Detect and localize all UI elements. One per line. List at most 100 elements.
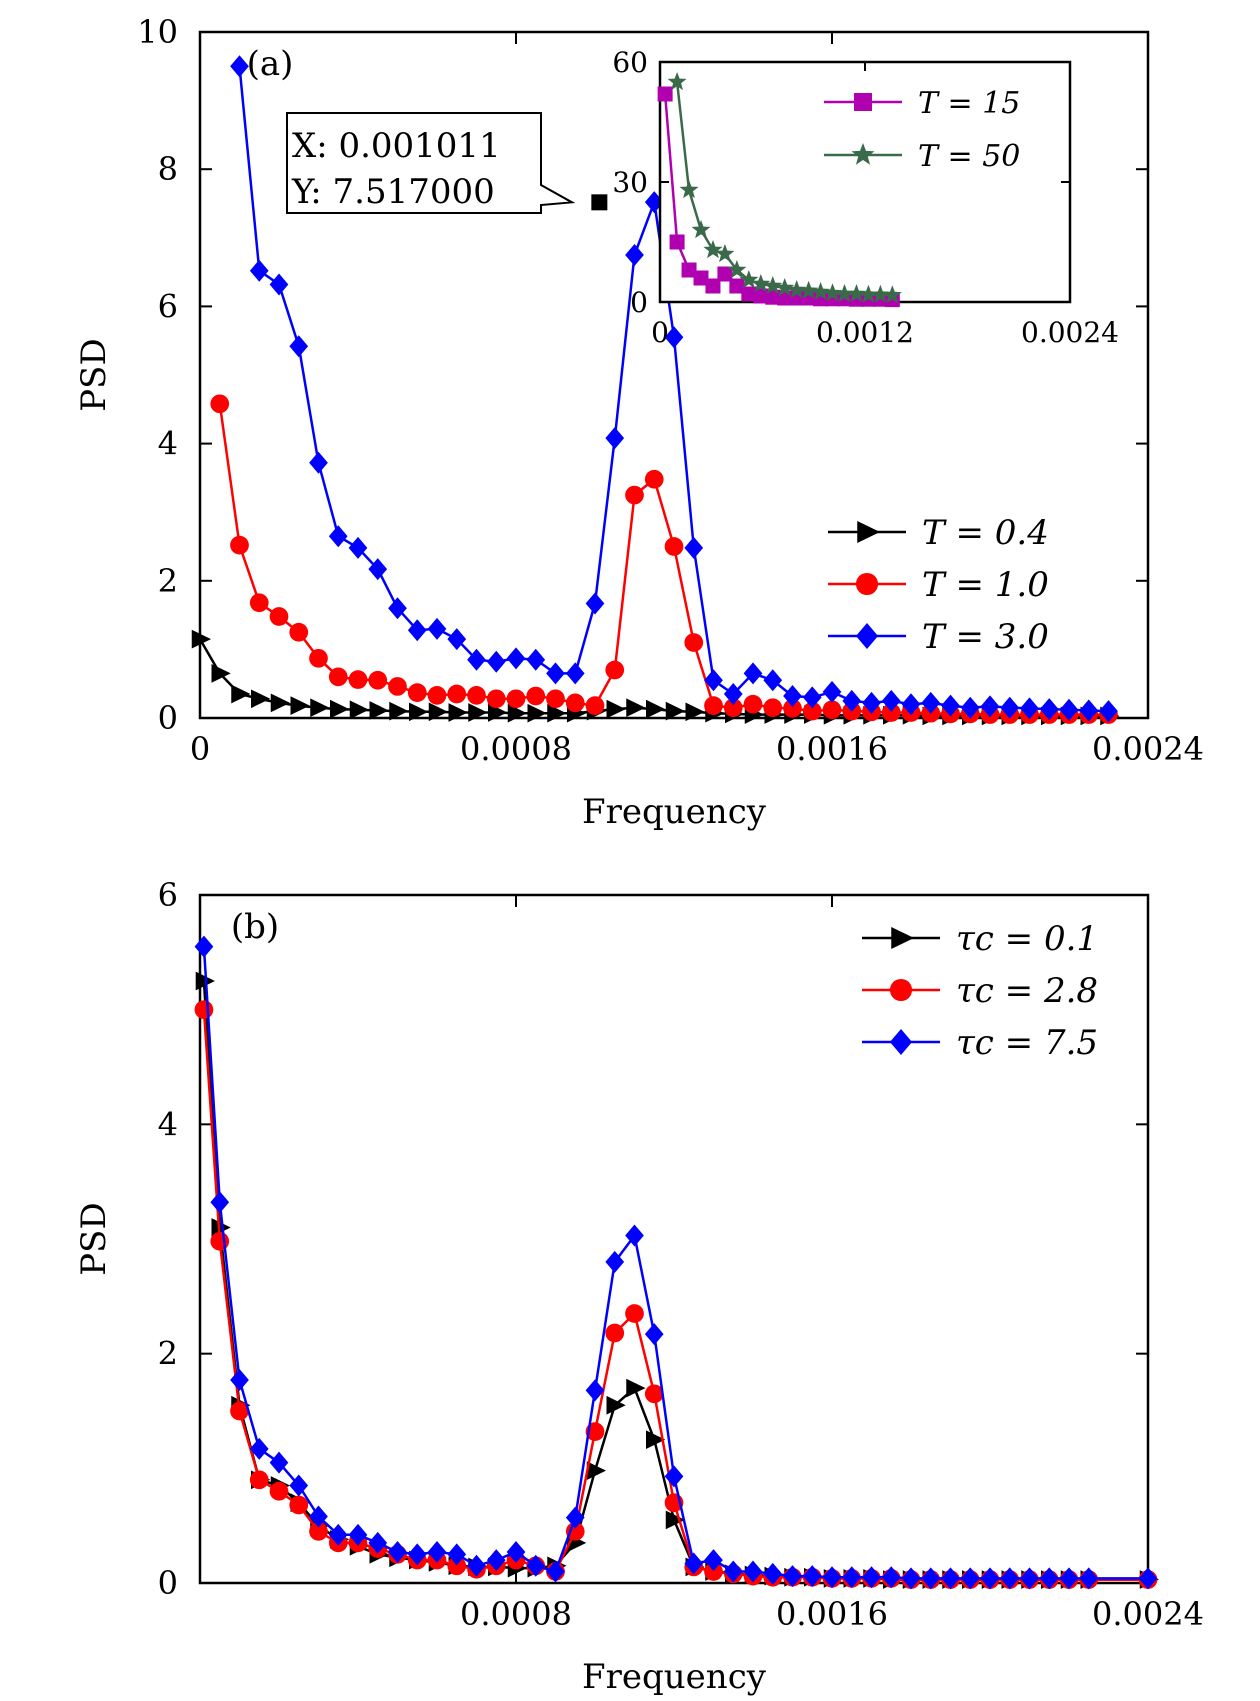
inset-data-point <box>846 284 866 303</box>
data-point <box>269 273 289 296</box>
data-point <box>269 607 289 626</box>
data-point <box>309 1505 328 1528</box>
data-point <box>447 1543 467 1566</box>
data-point <box>664 326 684 349</box>
data-point <box>743 662 763 685</box>
data-point <box>881 703 901 722</box>
data-point <box>783 699 802 718</box>
data-point <box>644 469 664 489</box>
data-point <box>546 689 565 709</box>
data-point <box>488 703 508 722</box>
x-tick-label: 0 <box>190 730 210 768</box>
inset-data-point <box>679 180 699 199</box>
panel-b: 0.0008 0.0016 0.0024 0 2 4 6 Frequency PSD (b) τc … <box>74 876 1204 1697</box>
data-point <box>685 702 705 722</box>
data-point <box>211 1218 231 1237</box>
inset-data-point <box>681 262 697 278</box>
data-point <box>388 1541 407 1564</box>
data-point <box>409 702 429 722</box>
x-tick-label: 0.0024 <box>1092 730 1204 768</box>
inset-data-point <box>753 288 769 304</box>
data-point <box>585 696 605 716</box>
inset-x-tick-label: 0.0012 <box>816 316 914 349</box>
inset-data-point <box>669 234 685 250</box>
data-point <box>388 597 407 620</box>
data-point <box>249 259 269 282</box>
data-point <box>289 1495 309 1515</box>
data-point <box>507 703 527 723</box>
data-point <box>822 700 842 720</box>
legend-label: T = 0.4 <box>922 513 1049 553</box>
plot-frame <box>198 893 1150 1585</box>
data-point <box>723 682 743 705</box>
inset-data-point <box>717 266 733 282</box>
data-point <box>743 694 763 714</box>
inset-data-point <box>667 72 687 91</box>
data-point <box>388 677 407 696</box>
x-tick-label: 0.0024 <box>1092 1595 1204 1633</box>
inset-y-tick-label: 60 <box>612 46 648 79</box>
inset-data-point <box>823 283 843 302</box>
data-point <box>1079 699 1099 722</box>
data-point <box>763 1562 783 1585</box>
inset-data-point <box>775 278 795 297</box>
data-point <box>665 1510 685 1530</box>
series-2 <box>194 935 1158 1590</box>
data-point <box>606 699 626 719</box>
data-point <box>822 1566 842 1589</box>
y-tick-label: 4 <box>158 1105 178 1143</box>
inset-data-point <box>703 240 723 259</box>
data-point <box>802 701 822 721</box>
data-point <box>822 680 842 703</box>
inset-chart: 0 0.0012 0.0024 0 30 60 T = 15 T = 50 <box>612 46 1119 349</box>
data-point <box>565 662 585 685</box>
data-point <box>1059 1567 1079 1590</box>
inset-data-point <box>870 284 890 303</box>
data-point <box>506 689 526 709</box>
data-point <box>881 689 901 712</box>
legend-label: τc = 2.8 <box>956 971 1098 1011</box>
inset-data-point <box>811 282 831 301</box>
data-point <box>605 660 625 680</box>
x-axis-label: Frequency <box>582 792 767 832</box>
plot-frame <box>198 30 1150 720</box>
data-point <box>448 703 468 722</box>
data-point <box>230 55 249 78</box>
data-point <box>921 1567 941 1590</box>
y-axis-label: PSD <box>74 338 114 411</box>
legend-marker <box>855 572 879 596</box>
data-point <box>605 1323 625 1343</box>
data-point <box>427 617 447 640</box>
data-point <box>625 1224 644 1247</box>
data-point <box>704 1549 723 1572</box>
inset-legend-marker <box>851 143 875 165</box>
data-point <box>407 683 427 702</box>
inset-data-point <box>657 86 673 102</box>
data-point <box>526 1554 546 1577</box>
panel-label: (a) <box>247 44 294 84</box>
legend-label: T = 1.0 <box>922 565 1049 605</box>
data-point <box>921 691 941 714</box>
data-point <box>625 243 644 266</box>
data-point <box>626 698 646 718</box>
data-point <box>194 935 214 958</box>
data-point <box>586 1461 606 1480</box>
data-point <box>644 1384 664 1404</box>
data-point <box>802 1565 822 1588</box>
y-tick-label: 6 <box>158 287 178 325</box>
data-point <box>941 1567 960 1590</box>
datatip: X: 0.001011 Y: 7.517000 <box>286 112 608 214</box>
x-tick-label: 0.0008 <box>460 730 572 768</box>
inset-legend-marker <box>854 93 872 111</box>
data-point <box>665 701 685 721</box>
datatip-x: X: 0.001011 <box>292 126 501 166</box>
series-line <box>218 403 1109 716</box>
legend-label: T = 50 <box>918 139 1020 174</box>
data-point <box>1039 1567 1059 1590</box>
data-point <box>486 689 506 709</box>
data-point <box>881 1566 901 1589</box>
legend-label: T = 15 <box>918 86 1020 121</box>
data-point <box>328 1523 348 1546</box>
data-point <box>1000 696 1020 719</box>
data-point <box>191 629 211 649</box>
